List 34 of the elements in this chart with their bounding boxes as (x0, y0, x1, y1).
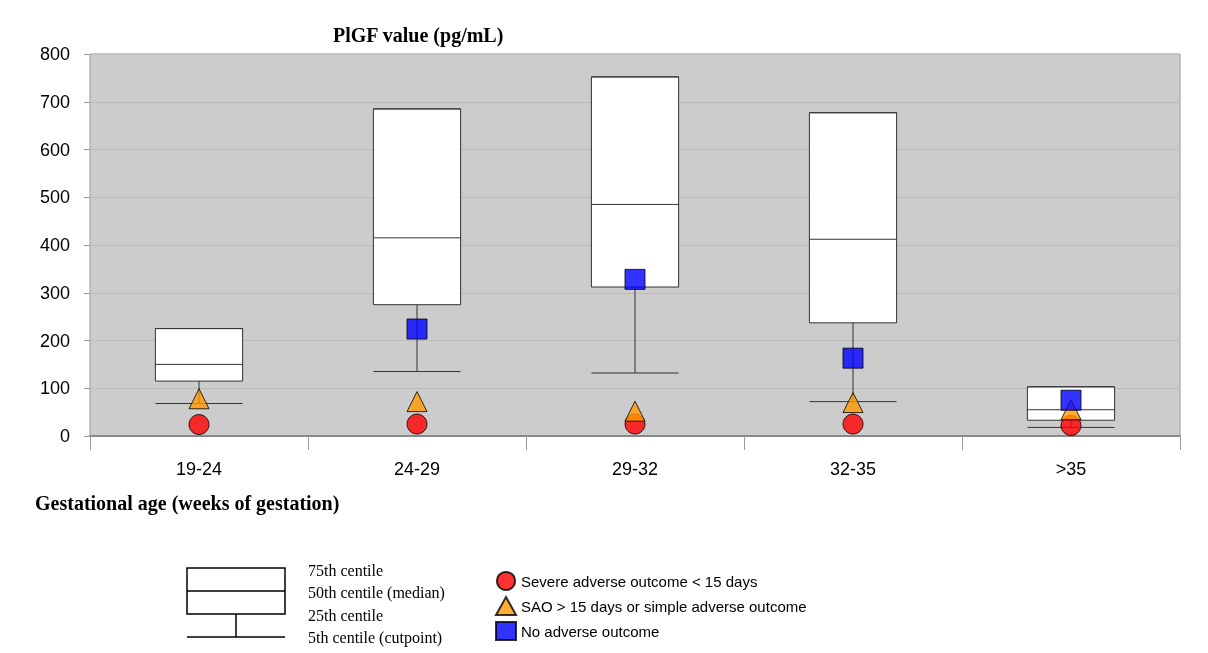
point (406, 413, 428, 435)
point (624, 268, 646, 290)
text: 50th centile (median) (308, 584, 445, 602)
legend-label: No adverse outcome (521, 622, 660, 640)
legend-label: Severe adverse outcome < 15 days (521, 572, 758, 590)
y-tick-label: 100 (39, 378, 70, 399)
x-tick-label: 19-24 (175, 459, 223, 479)
y-tick-label: 700 (39, 91, 70, 112)
y-tick-label: 400 (39, 235, 70, 255)
point (842, 347, 864, 369)
legend-label: SAO > 15 days or simple adverse outcome (521, 597, 807, 615)
point (188, 414, 210, 436)
point (842, 413, 864, 435)
y-tick-label: 800 (39, 44, 70, 64)
y-axis-title: PlGF value (pg/mL) (333, 24, 504, 47)
x-axis-title: Gestational age (weeks of gestation) (35, 492, 340, 515)
text: 5th centile (cutpoint) (308, 629, 443, 647)
x-tick-label: 32-35 (829, 459, 877, 479)
text: 25th centile (308, 606, 384, 624)
y-tick-label: 300 (39, 282, 70, 303)
point (406, 391, 428, 413)
x-tick-label: 24-29 (393, 459, 441, 479)
x-tick-label: 29-32 (611, 459, 659, 479)
y-tick-label: 500 (39, 187, 70, 208)
point (1060, 389, 1082, 411)
point (624, 400, 646, 422)
y-tick-label: 600 (39, 139, 70, 160)
text: 75th centile (308, 561, 384, 579)
point (406, 318, 428, 340)
x-tick-label: >35 (1055, 459, 1087, 479)
point (188, 388, 210, 410)
y-tick-label: 0 (59, 426, 70, 446)
y-tick-label: 200 (39, 330, 70, 351)
point (842, 392, 864, 414)
